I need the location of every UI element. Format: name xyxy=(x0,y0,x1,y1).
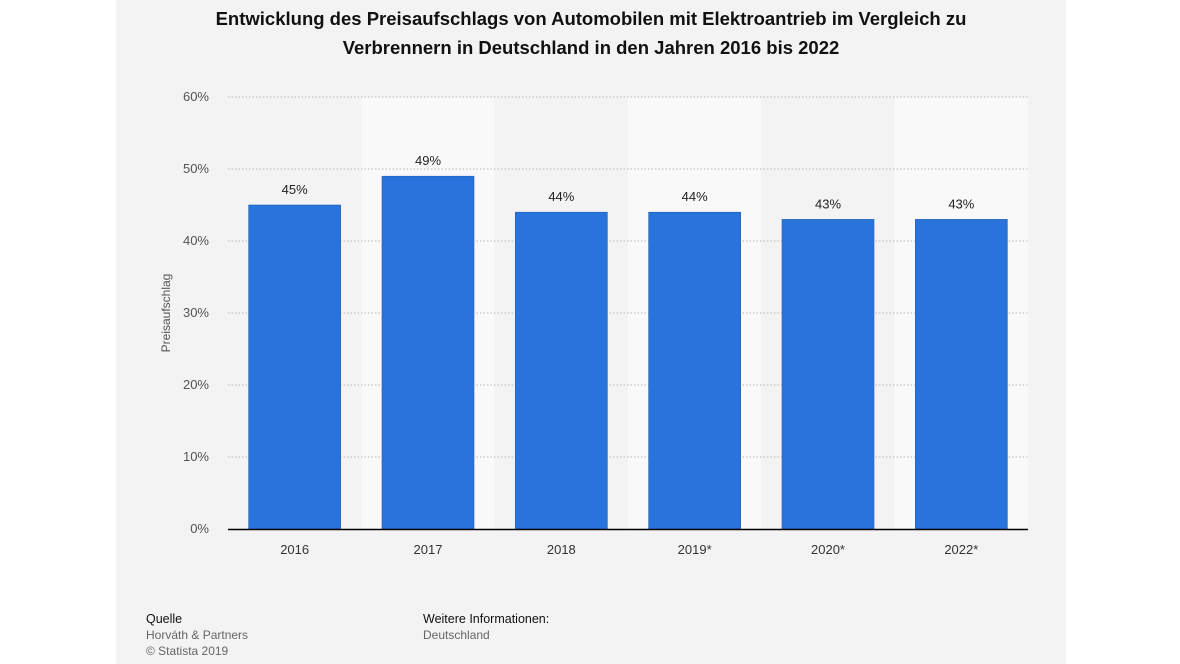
bar xyxy=(648,211,741,530)
x-tick-label: 2019* xyxy=(678,542,712,557)
x-tick-label: 2022* xyxy=(944,542,978,557)
bar xyxy=(248,204,341,530)
y-tick-label: 10% xyxy=(183,449,209,464)
x-tick-label: 2020* xyxy=(811,542,845,557)
bar xyxy=(515,211,608,530)
y-tick-label: 0% xyxy=(190,521,209,536)
bar-value-label: 44% xyxy=(548,189,574,204)
y-tick-label: 60% xyxy=(183,89,209,104)
x-tick-label: 2016 xyxy=(280,542,309,557)
info-heading: Weitere Informationen: xyxy=(423,612,550,626)
x-tick-label: 2017 xyxy=(414,542,443,557)
bar xyxy=(915,219,1008,530)
y-axis-title: Preisaufschlag xyxy=(159,273,173,353)
bar xyxy=(381,175,475,530)
copyright: © Statista 2019 xyxy=(146,644,229,658)
chart-title: Entwicklung des Preisaufschlags von Auto… xyxy=(116,4,1066,62)
y-tick-label: 50% xyxy=(183,161,209,176)
source-name: Horváth & Partners xyxy=(146,628,249,642)
y-tick-label: 20% xyxy=(183,377,209,392)
bar-value-label: 45% xyxy=(282,182,308,197)
bar-value-label: 43% xyxy=(815,196,841,211)
bar-value-label: 43% xyxy=(948,196,974,211)
source-heading: Quelle xyxy=(146,612,183,626)
bar-value-label: 49% xyxy=(415,153,441,168)
chart-title-line-1: Entwicklung des Preisaufschlags von Auto… xyxy=(215,8,967,29)
bar xyxy=(781,219,875,530)
info-block: Weitere Informationen: Deutschland xyxy=(423,611,549,643)
bar-value-label: 44% xyxy=(682,189,708,204)
info-region: Deutschland xyxy=(423,628,490,642)
source-block: Quelle Horváth & Partners © Statista 201… xyxy=(146,611,248,659)
y-tick-label: 30% xyxy=(183,305,209,320)
chart-title-line-2: Verbrennern in Deutschland in den Jahren… xyxy=(342,37,840,58)
y-tick-label: 40% xyxy=(183,233,209,248)
x-tick-label: 2018 xyxy=(547,542,576,557)
